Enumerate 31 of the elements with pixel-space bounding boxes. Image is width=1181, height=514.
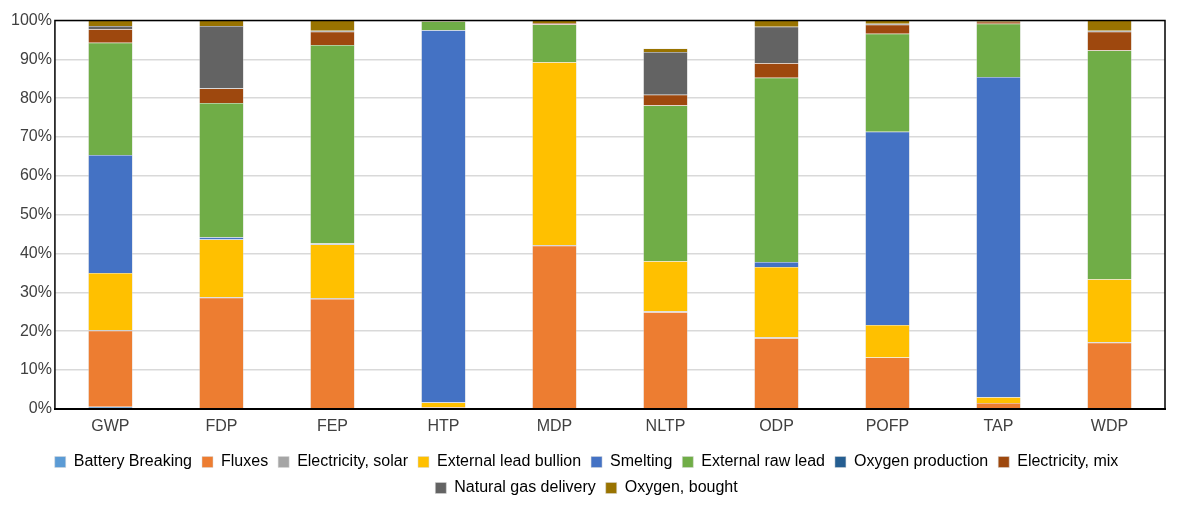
y-tick-label: 60%: [19, 166, 52, 184]
x-tick-label: MDP: [536, 416, 573, 434]
y-tick-label: 80%: [19, 88, 52, 106]
x-tick-label: WDP: [1090, 416, 1129, 434]
legend-label: External lead bullion: [436, 452, 582, 470]
y-tick-label: 30%: [19, 282, 52, 300]
y-tick-label: 40%: [19, 243, 52, 261]
x-tick-label: ODP: [759, 416, 794, 434]
x-tick-label: GWP: [91, 416, 130, 434]
y-tick-label: 0%: [28, 399, 52, 417]
legend-label: Oxygen production: [853, 452, 989, 470]
x-tick-label: HTP: [427, 416, 460, 434]
legend-label: External raw lead: [701, 452, 825, 470]
x-tick-label: FEP: [316, 416, 348, 434]
y-tick-label: 10%: [19, 360, 52, 378]
legend-label: Fluxes: [221, 452, 269, 470]
y-tick-label: 50%: [19, 205, 52, 223]
x-tick-label: TAP: [983, 416, 1014, 434]
x-tick-label: NLTP: [645, 416, 686, 434]
y-tick-label: 70%: [19, 127, 52, 145]
legend-label: Natural gas delivery: [454, 478, 596, 496]
x-tick-label: POFP: [865, 416, 910, 434]
y-tick-label: 20%: [19, 321, 52, 339]
legend-label: Electricity, mix: [1017, 452, 1119, 470]
legend-label: Oxygen, bought: [624, 478, 739, 496]
y-tick-label: 100%: [11, 11, 52, 29]
legend-label: Electricity, solar: [297, 452, 409, 470]
legend-label: Smelting: [610, 452, 673, 470]
y-tick-label: 90%: [19, 49, 52, 67]
x-tick-label: FDP: [205, 416, 238, 434]
legend-label: Battery Breaking: [73, 452, 193, 470]
